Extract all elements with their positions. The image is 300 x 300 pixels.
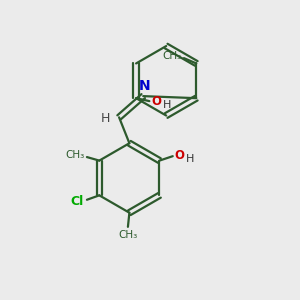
Text: O: O — [152, 95, 162, 108]
Text: CH₃: CH₃ — [65, 150, 85, 160]
Text: CH₃: CH₃ — [162, 51, 182, 61]
Text: CH₃: CH₃ — [118, 230, 137, 240]
Text: N: N — [139, 79, 151, 93]
Text: Cl: Cl — [71, 195, 84, 208]
Text: H: H — [163, 100, 171, 110]
Text: H: H — [100, 112, 110, 125]
Text: H: H — [185, 154, 194, 164]
Text: O: O — [175, 149, 185, 162]
